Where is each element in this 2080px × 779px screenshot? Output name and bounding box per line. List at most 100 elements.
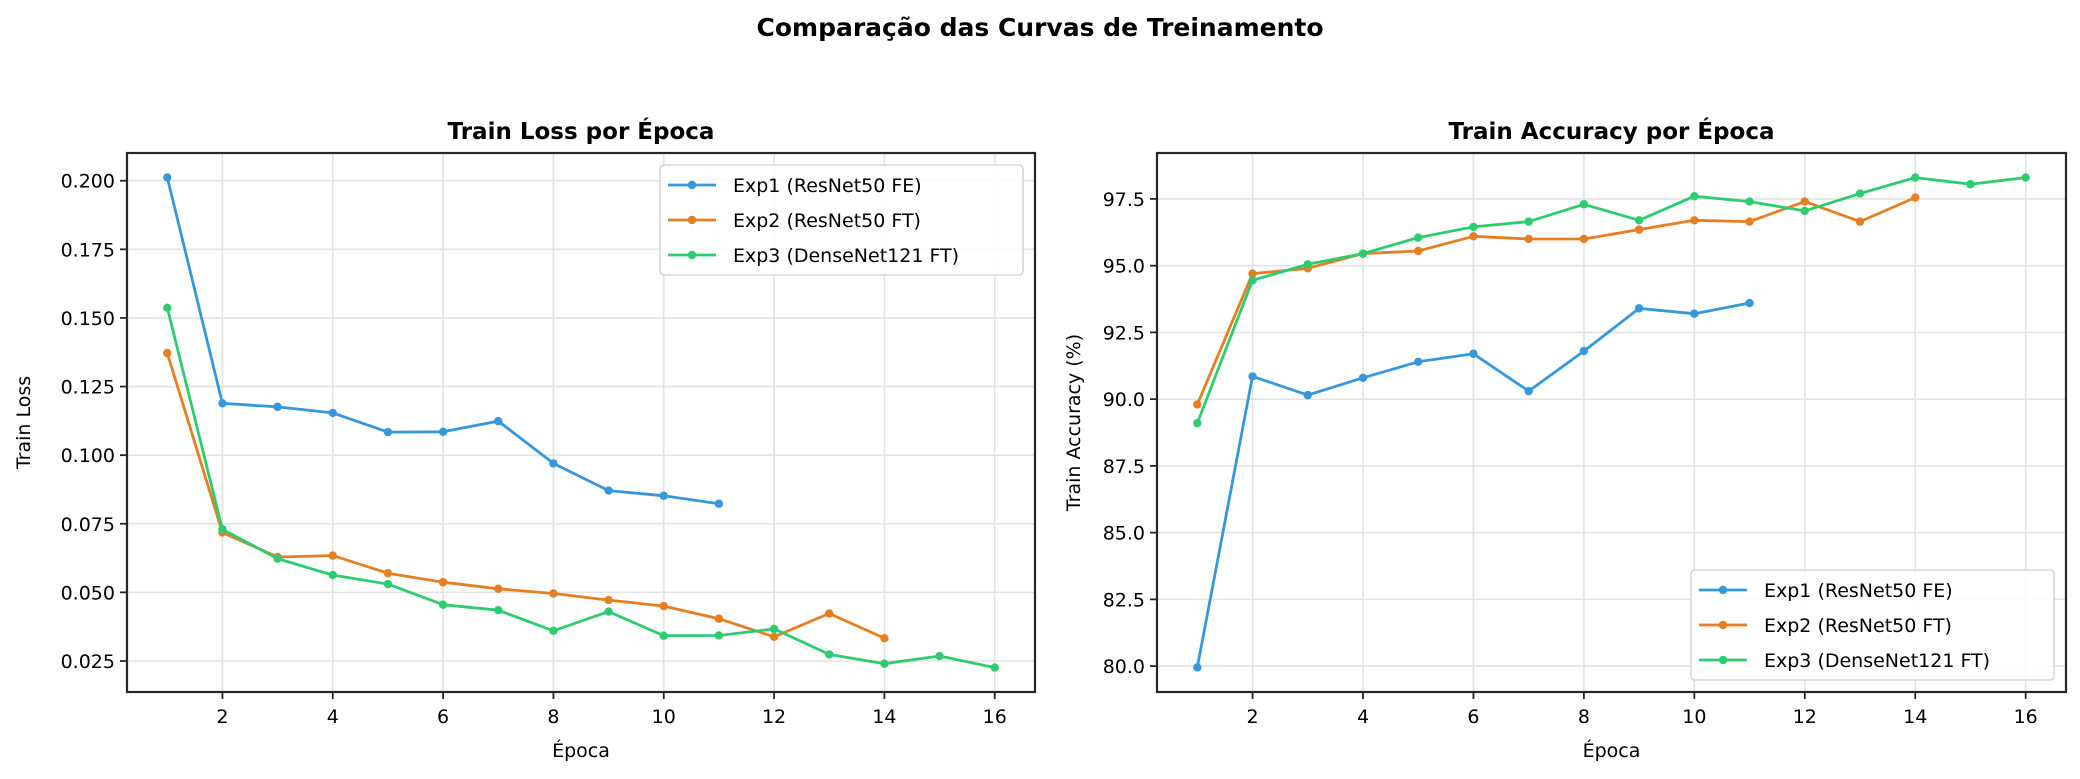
x-tick-label: 4 bbox=[1357, 706, 1369, 728]
data-point-exp3 bbox=[273, 554, 282, 563]
legend-label: Exp3 (DenseNet121 FT) bbox=[1764, 650, 1990, 672]
data-point-exp3 bbox=[1745, 197, 1754, 206]
series-line-exp3 bbox=[1195, 176, 2026, 424]
data-point-exp3 bbox=[825, 650, 834, 659]
data-point-exp3 bbox=[494, 606, 503, 615]
figure-suptitle: Comparação das Curvas de Treinamento bbox=[757, 13, 1324, 42]
data-point-exp1 bbox=[1524, 386, 1533, 396]
data-point-exp2 bbox=[1579, 234, 1589, 244]
y-axis-label: Train Accuracy (%) bbox=[1063, 334, 1085, 512]
series-line-exp2 bbox=[1196, 196, 1916, 406]
y-tick-label: 0.025 bbox=[61, 651, 115, 673]
y-tick-label: 0.100 bbox=[61, 445, 115, 467]
data-point-exp1 bbox=[1745, 298, 1754, 308]
legend-label: Exp1 (ResNet50 FE) bbox=[1764, 580, 1953, 602]
data-point-exp1 bbox=[604, 486, 613, 495]
data-point-exp2 bbox=[1855, 217, 1865, 226]
data-point-exp1 bbox=[218, 399, 227, 408]
data-point-exp1 bbox=[1414, 357, 1423, 366]
data-point-exp2 bbox=[1745, 217, 1754, 226]
data-point-exp3 bbox=[769, 624, 779, 634]
series-line-exp2 bbox=[165, 352, 885, 640]
y-tick-label: 87.5 bbox=[1103, 456, 1145, 478]
data-point-exp2 bbox=[1634, 225, 1644, 234]
data-point-exp3 bbox=[1579, 200, 1589, 209]
data-point-exp3 bbox=[659, 631, 668, 640]
y-axis-label: Train Loss bbox=[13, 376, 35, 470]
data-point-exp2 bbox=[659, 601, 668, 611]
y-tick-label: 0.175 bbox=[61, 239, 115, 261]
accuracy-subplot: 2 4 6 8 10 12 14 16 80.0 82.5 85.0 87.5 90.0 92.5 95.0… bbox=[1063, 117, 2068, 762]
data-point-exp2 bbox=[549, 589, 558, 598]
x-tick-label: 6 bbox=[437, 706, 449, 728]
data-point-exp2 bbox=[1690, 216, 1699, 225]
data-point-exp3 bbox=[1193, 418, 1202, 428]
y-tick-label: 0.075 bbox=[61, 514, 115, 536]
subplot-title: Train Accuracy por Época bbox=[1449, 117, 1775, 145]
data-point-exp1 bbox=[273, 402, 282, 412]
data-point-exp2 bbox=[163, 348, 172, 358]
x-tick-label: 8 bbox=[1578, 706, 1590, 728]
data-point-exp1 bbox=[328, 408, 337, 418]
legend-marker-icon bbox=[687, 215, 697, 225]
y-tick-label: 0.125 bbox=[61, 377, 115, 399]
data-point-exp2 bbox=[438, 578, 448, 587]
y-tick-label: 90.0 bbox=[1103, 389, 1145, 411]
data-point-exp1 bbox=[549, 459, 558, 468]
legend-label: Exp2 (ResNet50 FT) bbox=[733, 210, 921, 232]
data-point-exp3 bbox=[1690, 192, 1699, 201]
x-tick-label: 6 bbox=[1467, 706, 1479, 728]
data-point-exp2 bbox=[1469, 232, 1478, 241]
data-point-exp3 bbox=[1855, 189, 1865, 198]
legend-item-exp3: Exp3 (DenseNet121 FT) bbox=[668, 245, 959, 267]
legend-item-exp2: Exp2 (ResNet50 FT) bbox=[668, 210, 921, 232]
data-point-exp2 bbox=[880, 634, 889, 643]
legend-label: Exp3 (DenseNet121 FT) bbox=[733, 245, 959, 267]
data-point-exp3 bbox=[383, 579, 393, 589]
data-point-exp3 bbox=[1469, 222, 1478, 232]
data-point-exp2 bbox=[604, 595, 613, 605]
legend-item-exp1: Exp1 (ResNet50 FE) bbox=[1699, 580, 1953, 602]
x-tick-label: 8 bbox=[547, 706, 559, 728]
x-tick-label: 16 bbox=[2014, 706, 2038, 728]
legend: Exp1 (ResNet50 FE) Exp2 (ResNet50 FT) Exp3… bbox=[659, 164, 1024, 276]
x-tick-label: 16 bbox=[983, 706, 1007, 728]
y-tick-label: 0.050 bbox=[61, 582, 115, 604]
legend-box bbox=[1690, 569, 2055, 681]
legend-marker-icon bbox=[1718, 620, 1728, 630]
data-point-exp3 bbox=[604, 607, 613, 616]
legend-marker-icon bbox=[687, 180, 697, 190]
data-point-exp3 bbox=[880, 659, 889, 668]
y-tick-label: 80.0 bbox=[1103, 656, 1145, 678]
data-point-exp3 bbox=[1524, 217, 1533, 226]
data-point-exp1 bbox=[1358, 373, 1368, 382]
x-tick-label: 10 bbox=[652, 706, 676, 728]
legend-box bbox=[659, 164, 1024, 276]
data-point-exp1 bbox=[383, 427, 393, 437]
data-point-exp3 bbox=[218, 525, 227, 534]
data-point-exp1 bbox=[714, 499, 724, 508]
legend-item-exp3: Exp3 (DenseNet121 FT) bbox=[1699, 650, 1990, 672]
data-point-exp2 bbox=[328, 551, 337, 560]
y-tick-label: 85.0 bbox=[1103, 523, 1145, 545]
y-tick-label: 92.5 bbox=[1103, 322, 1145, 344]
data-point-exp2 bbox=[1911, 193, 1920, 202]
legend-label: Exp2 (ResNet50 FT) bbox=[1764, 615, 1952, 637]
x-tick-label: 14 bbox=[1903, 706, 1927, 728]
data-point-exp3 bbox=[1966, 180, 1975, 189]
data-point-exp3 bbox=[2021, 173, 2030, 182]
data-point-exp2 bbox=[825, 609, 834, 618]
data-point-exp3 bbox=[1303, 260, 1312, 269]
data-point-exp2 bbox=[714, 614, 724, 623]
x-axis-label: Época bbox=[1583, 739, 1641, 762]
data-point-exp1 bbox=[1579, 346, 1589, 356]
axes-frame bbox=[125, 151, 1037, 694]
legend-item-exp1: Exp1 (ResNet50 FE) bbox=[668, 175, 922, 197]
legend-marker-icon bbox=[687, 250, 697, 260]
data-point-exp2 bbox=[1800, 197, 1809, 206]
y-tick-label: 95.0 bbox=[1103, 256, 1145, 278]
data-point-exp1 bbox=[1248, 372, 1257, 381]
data-point-exp1 bbox=[1303, 390, 1312, 400]
data-point-exp1 bbox=[163, 173, 172, 182]
